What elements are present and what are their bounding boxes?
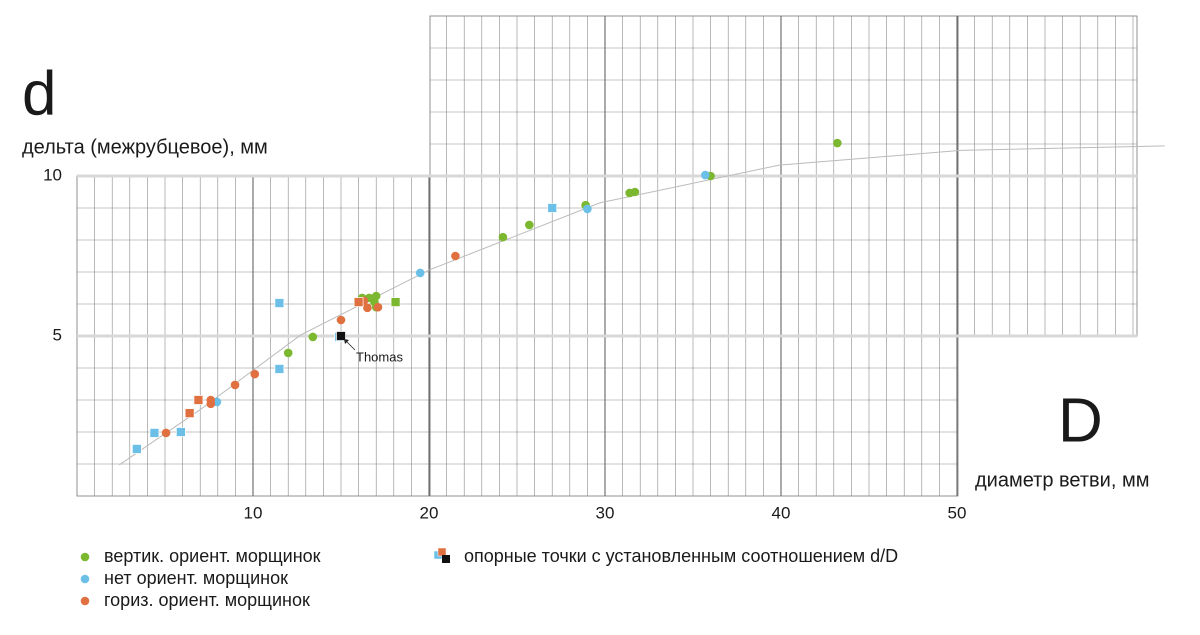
data-point <box>230 380 240 390</box>
x-tick-label: 40 <box>772 503 791 522</box>
y-tick-label: 10 <box>43 165 62 184</box>
data-point <box>415 268 425 278</box>
x-tick-label: 50 <box>948 503 967 522</box>
data-point <box>336 331 346 341</box>
data-point <box>630 187 640 197</box>
grid <box>76 15 1138 497</box>
legend-label: нет ориент. морщинок <box>104 568 288 588</box>
x-tick-label: 10 <box>244 503 263 522</box>
legend-marker <box>80 552 90 562</box>
data-point <box>336 315 346 325</box>
data-point <box>131 444 142 454</box>
data-point <box>583 204 592 214</box>
data-point <box>353 297 364 307</box>
data-point <box>308 332 318 342</box>
y-axis-label: дельта (межрубцевое), мм <box>22 136 268 158</box>
data-point <box>283 348 293 358</box>
data-point <box>175 427 186 437</box>
x-tick-label: 20 <box>420 503 439 522</box>
data-point <box>184 408 195 418</box>
data-point <box>274 364 285 374</box>
data-point <box>161 428 171 438</box>
x-tick-label: 30 <box>596 503 615 522</box>
data-point <box>363 303 372 313</box>
data-point <box>149 428 160 438</box>
data-point <box>390 297 401 307</box>
data-point <box>525 220 534 230</box>
data-point <box>206 395 216 405</box>
data-point <box>373 302 383 312</box>
data-point <box>250 369 260 379</box>
legend-label: гориз. ориент. морщинок <box>104 590 310 610</box>
y-symbol: d <box>22 59 56 128</box>
data-point <box>274 298 285 308</box>
data-point <box>451 251 460 261</box>
annotation: Thomas <box>356 349 403 364</box>
data-point <box>193 395 204 405</box>
legend-marker <box>80 574 90 584</box>
legend-marker <box>437 547 447 557</box>
data-point <box>498 232 508 242</box>
y-tick-label: 5 <box>53 325 62 344</box>
data-point <box>833 138 842 148</box>
legend-label: вертик. ориент. морщинок <box>104 546 321 566</box>
legend-label: опорные точки с установленным соотношени… <box>464 546 898 566</box>
data-point <box>701 170 710 180</box>
x-symbol: D <box>1058 386 1103 455</box>
legend-marker <box>442 555 450 563</box>
grid-region <box>429 15 959 497</box>
trend-line <box>118 145 1165 466</box>
x-axis-label: диаметр ветви, мм <box>975 469 1149 491</box>
legend-marker <box>80 596 90 606</box>
data-point <box>547 203 558 213</box>
annotation-arrowhead <box>344 339 349 344</box>
